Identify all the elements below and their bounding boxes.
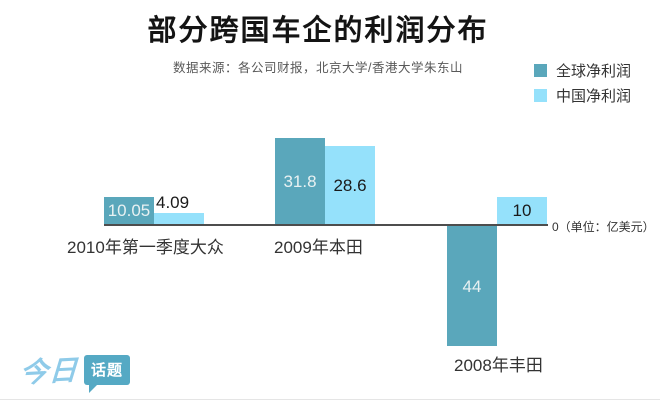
category-label-toyota: 2008年丰田 [454,356,543,375]
bar-value-label: 28.6 [333,175,367,195]
logo-script-text: 今日 [18,354,79,389]
bar-toyota-china: 10 [497,197,547,224]
header: 部分跨国车企的利润分布 数据来源：各公司财报，北京大学/香港大学朱东山 [0,14,636,76]
bar-honda-global: 31.8 [275,138,325,224]
legend-item-china: 中国净利润 [534,87,632,105]
legend-label-china: 中国净利润 [556,87,632,105]
data-source-note: 数据来源：各公司财报，北京大学/香港大学朱东山 [173,61,463,75]
bar-value-label: 10.05 [107,201,151,220]
bar-value-label: 4.09 [156,193,190,212]
china-profit-swatch [534,88,547,102]
bar-value-label: 10 [512,201,532,220]
global-profit-swatch [534,63,547,77]
logo-speech-bubble: 话题 [84,355,131,393]
category-label-vw: 2010年第一季度大众 [67,238,224,257]
bar-honda-china: 28.6 [325,146,375,224]
zero-axis-line [104,224,548,226]
legend: 全球净利润 中国净利润 [534,62,631,112]
bar-vw-china: 4.09 [154,194,204,224]
chart-title: 部分跨国车企的利润分布 [147,15,489,47]
bar-value-label: 44 [462,276,482,296]
bar-toyota-global: 44 [447,226,497,346]
legend-label-global: 全球净利润 [556,62,632,80]
brand-logo: 今日 话题 [18,350,131,394]
axis-unit-label: 0（单位：亿美元） [552,220,655,234]
bar-value-label: 31.8 [283,171,317,191]
category-label-honda: 2009年本田 [274,238,363,257]
bar-vw-global: 10.05 [104,197,154,224]
legend-item-global: 全球净利润 [534,62,632,80]
